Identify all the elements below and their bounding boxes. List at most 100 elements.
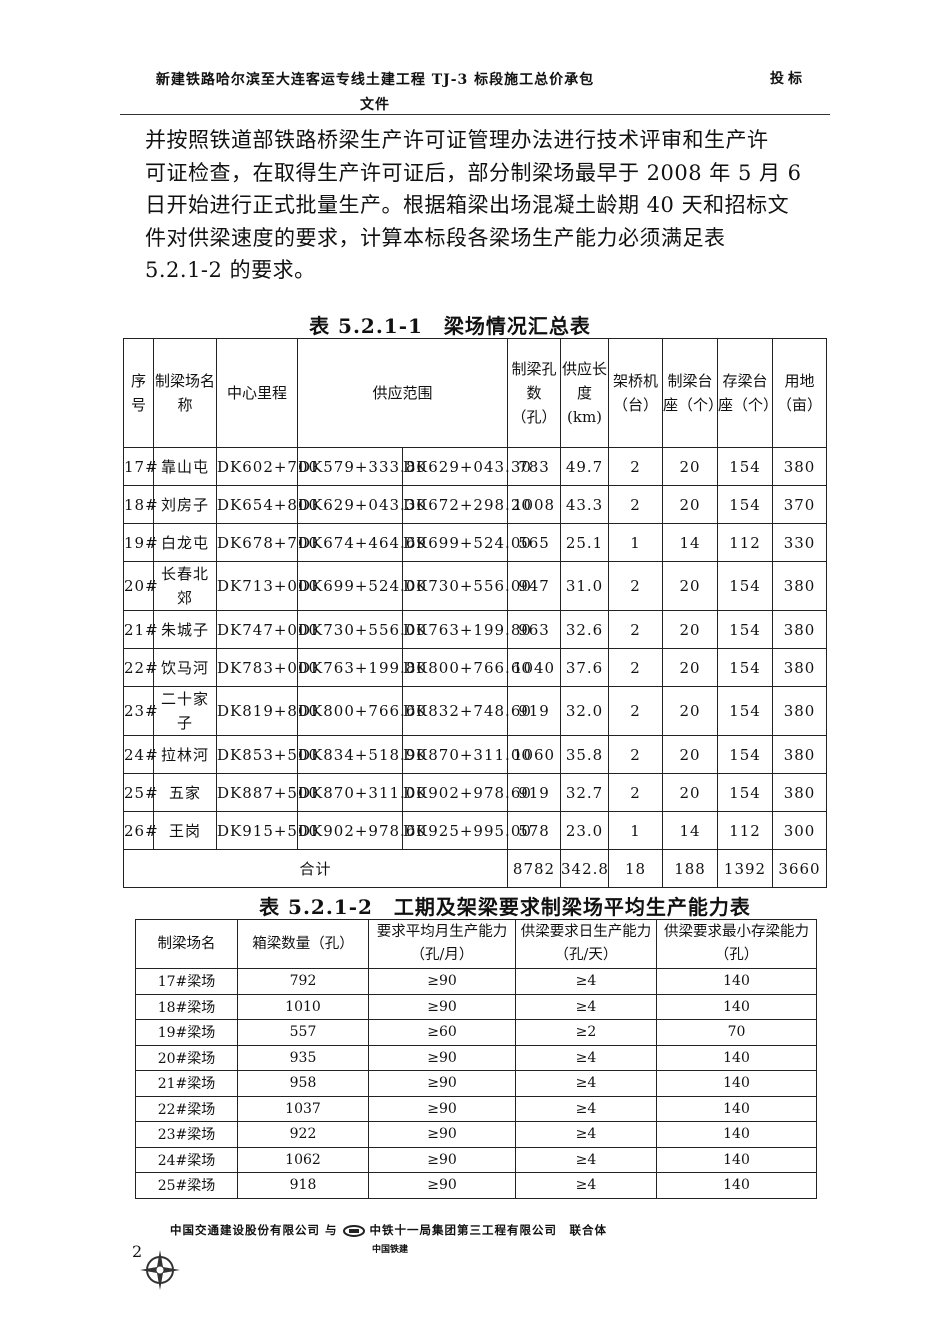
cell: 26#: [123, 811, 158, 850]
cell: 1037: [237, 1095, 369, 1122]
cell: 20: [662, 561, 719, 611]
cell: 380: [772, 735, 828, 774]
header-cell: 中心里程: [216, 338, 298, 448]
cell: 朱城子: [153, 610, 217, 649]
cell: 20: [662, 610, 719, 649]
cell: 70: [656, 1019, 817, 1046]
cell: 140: [656, 1070, 817, 1097]
cell: 2: [608, 648, 664, 687]
table-row: 23# 二十家子 DK819+800 DK800+766.60 DK832+748.60…: [123, 686, 828, 736]
cell: 112: [717, 523, 774, 562]
cell: 24#: [123, 735, 158, 774]
header-right: 投标: [770, 71, 806, 87]
cell: 783: [507, 447, 562, 486]
cell: ≥90: [368, 1121, 516, 1148]
cell: 140: [656, 1146, 817, 1173]
cell: 1062: [237, 1146, 369, 1173]
table-row: 20#梁场 935 ≥90 ≥4 140: [135, 1044, 817, 1071]
cell: 154: [717, 485, 774, 524]
table-row: 17# 靠山屯 DK602+700 DK579+333.80 DK629+043.30 7…: [123, 447, 828, 486]
cell: 20: [662, 648, 719, 687]
cell: 14: [662, 811, 719, 850]
cell: 23#: [123, 686, 158, 736]
cell: 2: [608, 561, 664, 611]
header-cell: 制梁场名: [135, 919, 238, 969]
header-cell: 制梁孔数（孔）: [507, 338, 562, 448]
cell: DK579+333.80: [297, 447, 426, 486]
cell: 17#: [123, 447, 158, 486]
table-row: 18#梁场 1010 ≥90 ≥4 140: [135, 993, 817, 1020]
cell: 2: [608, 485, 664, 524]
cell: 18#: [123, 485, 158, 524]
cell: 长春北郊: [153, 561, 217, 611]
footer: 中国交通建设股份有限公司 与 中铁十一局集团第三工程有限公司 联合体: [170, 1222, 607, 1238]
cell: 合计: [122, 849, 509, 888]
cell: DK853+500: [216, 735, 318, 774]
cell: DK730+556.00: [297, 610, 426, 649]
table: 序号 制梁场名称 中心里程 供应范围 制梁孔数（孔） 供应长度(km) 架桥机（台） 制梁台座…: [122, 338, 828, 888]
header-row: 序号 制梁场名称 中心里程 供应范围 制梁孔数（孔） 供应长度(km) 架桥机（台） 制梁台座…: [123, 338, 828, 448]
header-title: 新建铁路哈尔滨至大连客运专线土建工程 TJ-3 标段施工总价承包 文件: [120, 68, 630, 118]
cell: 947: [507, 561, 562, 611]
table-row: 25#梁场 918 ≥90 ≥4 140: [135, 1172, 817, 1199]
cell: 17#梁场: [135, 968, 238, 995]
header-rule: [120, 114, 830, 115]
cell: 380: [772, 561, 828, 611]
cell: 380: [772, 648, 828, 687]
table-row: 24# 拉林河 DK853+500 DK834+518.90 DK870+311.00 1…: [123, 735, 828, 774]
cell: ≥2: [515, 1019, 657, 1046]
cell: ≥90: [368, 968, 516, 995]
cell: 18#梁场: [135, 993, 238, 1020]
cell: 37.6: [560, 648, 610, 687]
cell: ≥90: [368, 1095, 516, 1122]
header-row: 制梁场名 箱梁数量（孔） 要求平均月生产能力（孔/月） 供梁要求日生产能力（孔/天）供…: [135, 919, 817, 969]
cell: 20#: [123, 561, 158, 611]
cell: 380: [772, 773, 828, 812]
cell: 22#: [123, 648, 158, 687]
cell: DK602+700: [216, 447, 318, 486]
cell: DK699+524.00: [297, 561, 426, 611]
cell: 49.7: [560, 447, 610, 486]
cell: 935: [237, 1044, 369, 1071]
cell: 2: [608, 610, 664, 649]
cell: 154: [717, 735, 774, 774]
cell: 二十家子: [153, 686, 217, 736]
cell: ≥4: [515, 968, 657, 995]
cell: 140: [656, 1121, 817, 1148]
text-line: 可证检查，在取得生产许可证后，部分制梁场最早于 2008 年 5 月 6: [145, 160, 802, 185]
table-caption: 表 5.2.1-1 梁场情况汇总表: [309, 314, 591, 338]
cell: 五家: [153, 773, 217, 812]
cell: DK674+464.69: [297, 523, 426, 562]
footer-right: 中铁十一局集团第三工程有限公司 联合体: [369, 1223, 608, 1237]
cell: 8782: [507, 849, 562, 888]
cell: 18: [608, 849, 664, 888]
cell: ≥4: [515, 1146, 657, 1173]
header-cell: 供梁要求日生产能力（孔/天）: [515, 919, 657, 969]
header-cell: 用地（亩）: [772, 338, 828, 448]
header-cell: 箱梁数量（孔）: [237, 919, 369, 969]
cell: 188: [662, 849, 719, 888]
cell: 140: [656, 993, 817, 1020]
cell: 140: [656, 968, 817, 995]
cell: 380: [772, 686, 828, 736]
cell: 31.0: [560, 561, 610, 611]
cell: DK870+311.00: [297, 773, 426, 812]
table-row: 17#梁场 792 ≥90 ≥4 140: [135, 968, 817, 995]
cell: 22#梁场: [135, 1095, 238, 1122]
table-row: 22#梁场 1037 ≥90 ≥4 140: [135, 1095, 817, 1122]
cell: 557: [237, 1019, 369, 1046]
table-row: 24#梁场 1062 ≥90 ≥4 140: [135, 1146, 817, 1173]
header-cell: 序号: [123, 338, 154, 448]
cell: 918: [237, 1172, 369, 1199]
cell: 112: [717, 811, 774, 850]
header-cell: 制梁场名称: [153, 338, 217, 448]
cell: DK887+500: [216, 773, 318, 812]
cell: 19#: [123, 523, 158, 562]
cell: 19#梁场: [135, 1019, 238, 1046]
header-cell: 架桥机（台）: [608, 338, 664, 448]
cell: DK834+518.90: [297, 735, 426, 774]
cell: 24#梁场: [135, 1146, 238, 1173]
cell: 2: [608, 735, 664, 774]
cell: 刘房子: [153, 485, 217, 524]
